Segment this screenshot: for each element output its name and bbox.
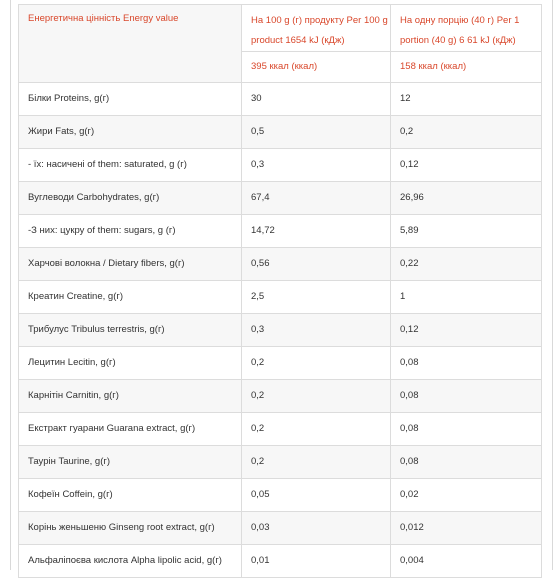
nutrient-name: Корінь женьшеню Ginseng root extract, g(… — [18, 511, 242, 545]
nutrient-name: Білки Proteins, g(г) — [18, 82, 242, 116]
nutrient-name: Екстракт гуарани Guarana extract, g(г) — [18, 412, 242, 446]
per-100g-value: 14,72 — [241, 214, 391, 248]
table-row: - їх: насичені of them: saturated, g (г)… — [18, 148, 542, 182]
table-row: Харчові волокна / Dietary fibers, g(г) 0,… — [18, 247, 542, 281]
per-100g-value: 0,2 — [241, 346, 391, 380]
per-100g-value: 0,2 — [241, 379, 391, 413]
per-portion-value: 12 — [390, 82, 542, 116]
energy-kcal-row: 395 ккал (ккал) 158 ккал (ккал) — [19, 51, 542, 83]
per-portion-value: 26,96 — [390, 181, 542, 215]
table-row: Таурін Taurine, g(г) 0,2 0,08 — [18, 445, 542, 479]
per-portion-value: 0,02 — [390, 478, 542, 512]
per-portion-value: 0,08 — [390, 445, 542, 479]
table-row: Карнітін Carnitin, g(г) 0,2 0,08 — [18, 379, 542, 413]
per-portion-value: 5,89 — [390, 214, 542, 248]
per-100g-value: 0,01 — [241, 544, 391, 578]
energy-value-heading: Енергетична цінність Energy value — [18, 4, 242, 83]
per-100g-value: 0,3 — [241, 313, 391, 347]
per-portion-value: 0,08 — [390, 412, 542, 446]
nutrient-name: - їх: насичені of them: saturated, g (г) — [18, 148, 242, 182]
table-row: Вуглеводи Carbohydrates, g(г) 67,4 26,96 — [18, 181, 542, 215]
nutrient-name: Карнітін Carnitin, g(г) — [18, 379, 242, 413]
per-portion-value: 0,22 — [390, 247, 542, 281]
per-portion-kcal: 158 ккал (ккал) — [390, 51, 542, 83]
per-portion-value: 0,08 — [390, 379, 542, 413]
nutrient-name: Таурін Taurine, g(г) — [18, 445, 242, 479]
nutrition-table: Енергетична цінність Energy value На 100… — [18, 4, 542, 578]
per-portion-value: 0,2 — [390, 115, 542, 149]
header-row: Енергетична цінність Energy value На 100… — [18, 4, 542, 83]
per-100g-value: 0,3 — [241, 148, 391, 182]
nutrient-name: Трибулус Tribulus terrestris, g(г) — [18, 313, 242, 347]
per-100g-heading: На 100 g (г) продукту Per 100 g product … — [241, 4, 391, 52]
nutrient-name: Креатин Creatine, g(г) — [18, 280, 242, 314]
table-row: Трибулус Tribulus terrestris, g(г) 0,3 0,1… — [18, 313, 542, 347]
per-100g-value: 0,2 — [241, 445, 391, 479]
nutrient-name: Харчові волокна / Dietary fibers, g(г) — [18, 247, 242, 281]
nutrient-name: Альфаліпоєва кислота Alpha lipolic acid,… — [18, 544, 242, 578]
per-portion-value: 0,08 — [390, 346, 542, 380]
table-row: Лецитин Lecitin, g(г) 0,2 0,08 — [18, 346, 542, 380]
per-100g-value: 67,4 — [241, 181, 391, 215]
per-100g-value: 0,05 — [241, 478, 391, 512]
per-portion-value: 0,12 — [390, 148, 542, 182]
per-100g-value: 30 — [241, 82, 391, 116]
per-100g-kcal: 395 ккал (ккал) — [241, 51, 391, 83]
table-row: Альфаліпоєва кислота Alpha lipolic acid,… — [18, 544, 542, 578]
table-row: -З них: цукру of them: sugars, g (г) 14,7… — [18, 214, 542, 248]
per-portion-value: 1 — [390, 280, 542, 314]
per-100g-value: 0,56 — [241, 247, 391, 281]
nutrient-name: -З них: цукру of them: sugars, g (г) — [18, 214, 242, 248]
nutrient-name: Жири Fats, g(г) — [18, 115, 242, 149]
nutrient-name: Лецитин Lecitin, g(г) — [18, 346, 242, 380]
table-row: Креатин Creatine, g(г) 2,5 1 — [18, 280, 542, 314]
per-portion-value: 0,12 — [390, 313, 542, 347]
nutrient-name: Кофеїн Coffein, g(г) — [18, 478, 242, 512]
per-100g-value: 2,5 — [241, 280, 391, 314]
table-row: Білки Proteins, g(г) 30 12 — [18, 82, 542, 116]
per-portion-heading: На одну порцію (40 г) Per 1 portion (40 … — [390, 4, 542, 52]
per-100g-value: 0,5 — [241, 115, 391, 149]
table-row: Жири Fats, g(г) 0,5 0,2 — [18, 115, 542, 149]
content-frame — [10, 0, 553, 570]
table-row: Екстракт гуарани Guarana extract, g(г) 0,… — [18, 412, 542, 446]
per-portion-value: 0,004 — [390, 544, 542, 578]
table-row: Кофеїн Coffein, g(г) 0,05 0,02 — [18, 478, 542, 512]
per-portion-value: 0,012 — [390, 511, 542, 545]
table-row: Корінь женьшеню Ginseng root extract, g(… — [18, 511, 542, 545]
per-100g-value: 0,2 — [241, 412, 391, 446]
per-100g-value: 0,03 — [241, 511, 391, 545]
nutrient-name: Вуглеводи Carbohydrates, g(г) — [18, 181, 242, 215]
